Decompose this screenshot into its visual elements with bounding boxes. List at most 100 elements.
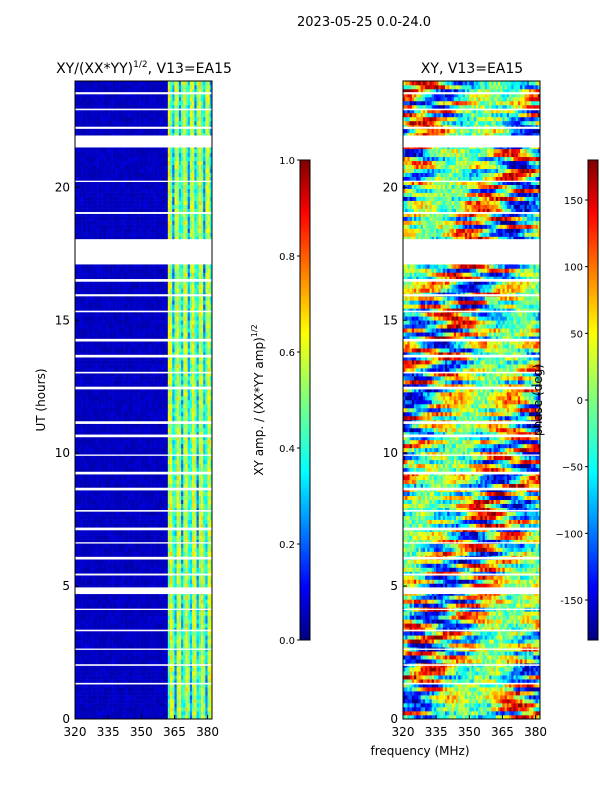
heatmap-cell <box>147 627 151 632</box>
heatmap-cell <box>116 695 120 700</box>
heatmap-cell <box>92 443 96 449</box>
heatmap-cell <box>194 483 197 489</box>
heatmap-cell <box>92 511 96 516</box>
heatmap-cell <box>194 407 197 413</box>
heatmap-cell <box>147 667 151 672</box>
heatmap-cell <box>119 547 122 552</box>
heatmap-cell <box>158 639 162 644</box>
heatmap-cell <box>119 715 122 719</box>
heatmap-cell <box>156 507 160 512</box>
heatmap-cell <box>163 403 166 409</box>
heatmap-cell <box>163 543 166 548</box>
heatmap-cell <box>205 707 208 712</box>
heatmap-cell <box>198 583 202 588</box>
heatmap-cell <box>143 703 147 708</box>
heatmap-cell <box>112 403 116 409</box>
heatmap-cell <box>181 603 184 608</box>
heatmap-cell <box>79 639 82 644</box>
heatmap-cell <box>178 559 182 564</box>
heatmap-cell <box>161 463 164 469</box>
heatmap-cell <box>176 547 180 552</box>
heatmap-cell <box>128 707 131 712</box>
heatmap-cell <box>83 467 87 473</box>
heatmap-cell <box>94 679 98 684</box>
heatmap-cell <box>77 407 80 413</box>
heatmap-cell <box>161 451 164 457</box>
heatmap-cell <box>101 491 105 496</box>
heatmap-cell <box>132 575 135 580</box>
heatmap-cell <box>90 567 93 572</box>
heatmap-cell <box>192 715 195 719</box>
heatmap-cell <box>205 627 208 632</box>
heatmap-cell <box>172 519 175 524</box>
heatmap-cell <box>145 579 149 584</box>
heatmap-cell <box>156 515 160 520</box>
heatmap-cell <box>185 467 188 473</box>
heatmap-cell <box>132 523 135 528</box>
heatmap-cell <box>121 627 124 632</box>
heatmap-cell <box>105 559 109 564</box>
heatmap-cell <box>97 679 100 684</box>
heatmap-cell <box>152 503 155 508</box>
heatmap-cell <box>161 491 164 496</box>
heatmap-cell <box>92 683 96 688</box>
heatmap-cell <box>187 579 191 584</box>
heatmap-cell <box>108 715 111 719</box>
heatmap-cell <box>86 595 89 600</box>
heatmap-cell <box>181 659 184 664</box>
heatmap-cell <box>187 639 191 644</box>
heatmap-cell <box>114 539 118 544</box>
heatmap-cell <box>185 667 188 672</box>
heatmap-cell <box>161 439 164 445</box>
heatmap-cell <box>112 451 116 457</box>
heatmap-cell <box>86 711 89 716</box>
heatmap-cell <box>77 451 80 457</box>
heatmap-cell <box>83 511 87 516</box>
heatmap-cell <box>158 543 162 548</box>
heatmap-cell <box>90 639 93 644</box>
heatmap-cell <box>187 715 191 719</box>
heatmap-cell <box>196 435 200 441</box>
heatmap-cell <box>158 615 162 620</box>
heatmap-cell <box>152 463 155 469</box>
heatmap-cell <box>116 483 120 489</box>
heatmap-cell <box>170 535 173 540</box>
heatmap-cell <box>99 455 102 461</box>
heatmap-cell <box>205 635 208 640</box>
heatmap-cell <box>121 631 124 636</box>
heatmap-cell <box>136 435 140 441</box>
heatmap-cell <box>108 703 111 708</box>
heatmap-cell <box>77 491 80 496</box>
heatmap-cell <box>132 635 135 640</box>
heatmap-cell <box>158 567 162 572</box>
heatmap-cell <box>119 675 122 680</box>
heatmap-cell <box>99 639 102 644</box>
heatmap-cell <box>183 575 186 580</box>
heatmap-cell <box>132 547 135 552</box>
heatmap-cell <box>141 543 144 548</box>
heatmap-cell <box>108 539 111 544</box>
heatmap-cell <box>203 503 206 508</box>
heatmap-cell <box>132 439 135 445</box>
heatmap-cell <box>145 400 149 405</box>
heatmap-cell <box>79 687 82 692</box>
heatmap-cell <box>103 439 107 445</box>
heatmap-cell <box>112 619 116 624</box>
heatmap-cell <box>176 651 180 656</box>
heatmap-cell <box>154 515 158 520</box>
heatmap-cell <box>128 400 131 405</box>
heatmap-cell <box>88 431 91 437</box>
heatmap-cell <box>198 603 202 608</box>
heatmap-cell <box>209 679 212 684</box>
heatmap-cell <box>141 411 144 417</box>
heatmap-cell <box>86 403 89 409</box>
heatmap-cell <box>161 551 164 556</box>
heatmap-cell <box>143 583 147 588</box>
heatmap-cell <box>81 715 85 719</box>
heatmap-cell <box>161 679 164 684</box>
heatmap-cell <box>163 659 166 664</box>
heatmap-cell <box>170 427 173 433</box>
heatmap-cell <box>132 531 135 536</box>
heatmap-cell <box>125 623 129 628</box>
heatmap-cell <box>81 455 85 461</box>
